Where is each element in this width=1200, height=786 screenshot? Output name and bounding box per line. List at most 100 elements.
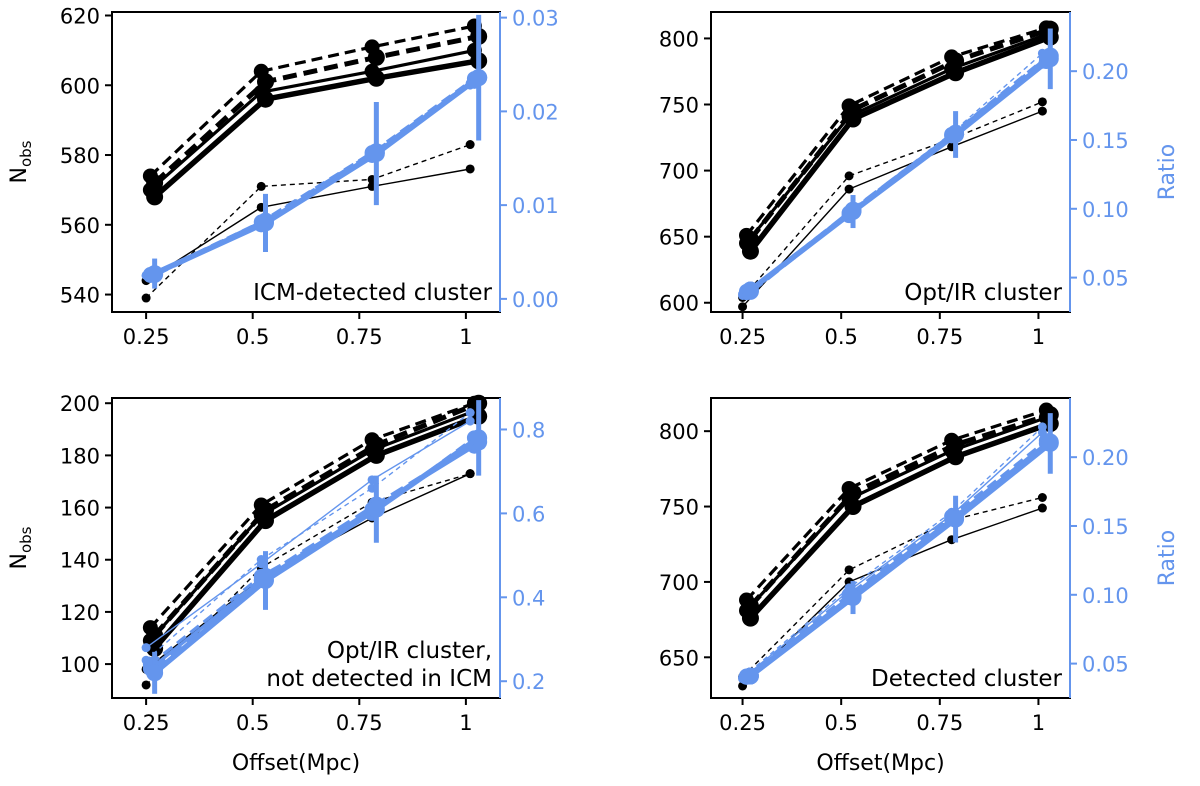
right-tick-label: 0.01 xyxy=(512,194,559,218)
x-tick-label: 1 xyxy=(459,325,472,349)
series-right-thick-solid xyxy=(741,28,1059,299)
series-line xyxy=(748,421,1052,620)
data-point xyxy=(256,73,274,91)
data-point xyxy=(141,680,151,690)
left-tick-label: 540 xyxy=(60,284,100,308)
data-point xyxy=(947,125,965,143)
series-left-thin-dashed xyxy=(141,140,475,303)
right-tick-label: 0.03 xyxy=(512,7,559,31)
right-tick-label: 0.15 xyxy=(1082,129,1129,153)
x-tick-label: 0.25 xyxy=(123,711,170,735)
x-tick-label: 0.25 xyxy=(123,325,170,349)
series-line xyxy=(149,48,475,192)
left-tick-label: 600 xyxy=(60,74,100,98)
data-point xyxy=(1041,50,1059,68)
left-tick-label: 800 xyxy=(659,420,699,444)
panel-icm-detected: 0.25 0.5 0.75 1 540 560 580 600 620 0.00 0.01 0.02 0… xyxy=(7,4,559,349)
data-point xyxy=(844,184,854,194)
data-point xyxy=(256,214,274,232)
data-point xyxy=(367,145,385,163)
x-tick-label: 0.5 xyxy=(824,325,857,349)
series-line xyxy=(745,439,1048,678)
data-point xyxy=(844,498,862,516)
right-tick-label: 0.05 xyxy=(1082,653,1129,677)
right-tick-label: 0.10 xyxy=(1082,584,1129,608)
data-point xyxy=(146,265,164,283)
data-point xyxy=(367,500,385,518)
left-tick-label: 750 xyxy=(659,496,699,520)
x-tick-label: 0.25 xyxy=(719,711,766,735)
left-tick-label: 600 xyxy=(659,292,699,316)
data-point xyxy=(738,302,748,312)
left-tick-label: 580 xyxy=(60,144,100,168)
data-point xyxy=(947,64,965,82)
data-point xyxy=(141,293,151,303)
right-tick-label: 0.05 xyxy=(1082,267,1129,291)
data-point xyxy=(465,416,475,426)
series-line xyxy=(152,58,480,199)
series-line xyxy=(745,408,1047,602)
series-line xyxy=(145,168,471,282)
data-point xyxy=(1037,492,1047,502)
x-tick-label: 0.75 xyxy=(916,711,963,735)
right-tick-label: 0.20 xyxy=(1082,446,1129,470)
y-axis-label-left: Nobs xyxy=(7,526,35,569)
right-tick-label: 0.20 xyxy=(1082,60,1129,84)
series-line xyxy=(145,420,471,649)
data-point xyxy=(844,203,862,221)
data-point xyxy=(465,408,475,418)
left-tick-label: 180 xyxy=(60,444,100,468)
right-tick-label: 0.02 xyxy=(512,100,559,124)
left-tick-label: 800 xyxy=(659,27,699,51)
series-line xyxy=(149,401,475,629)
data-point xyxy=(844,589,862,607)
x-axis-label: Offset(Mpc) xyxy=(816,751,944,776)
left-tick-label: 650 xyxy=(659,226,699,250)
x-tick-label: 0.5 xyxy=(236,711,269,735)
x-axis-label: Offset(Mpc) xyxy=(232,751,360,776)
data-point xyxy=(256,512,274,530)
data-point xyxy=(1037,106,1047,116)
series-line xyxy=(748,56,1053,293)
series-line xyxy=(152,33,480,185)
data-point xyxy=(141,643,151,653)
x-tick-label: 1 xyxy=(1032,711,1045,735)
left-tick-label: 620 xyxy=(60,4,100,28)
panel-annotation: ICM-detected cluster xyxy=(253,280,492,306)
left-tick-label: 200 xyxy=(60,392,100,416)
data-point xyxy=(146,664,164,682)
data-point xyxy=(844,110,862,128)
panel-opt-ir: 0.25 0.5 0.75 1 600 650 700 750 800 0.05 0.10 0.15 0… xyxy=(659,11,1180,349)
panel-annotation: Opt/IR cluster xyxy=(904,280,1062,306)
data-point xyxy=(146,188,164,206)
series-right-thick-solid xyxy=(146,14,488,289)
x-tick-label: 0.5 xyxy=(824,711,857,735)
data-point xyxy=(741,242,759,260)
x-tick-label: 0.75 xyxy=(916,325,963,349)
data-point xyxy=(465,469,475,479)
y-axis-label-left: Nobs xyxy=(7,140,35,183)
data-point xyxy=(844,484,862,502)
series-left-thick-solid xyxy=(741,415,1059,627)
x-tick-label: 1 xyxy=(459,711,472,735)
data-point xyxy=(947,448,965,466)
panel-opt-ir-not-icm: 0.25 0.5 0.75 1 100 120 140 160 180 200 0.2 0.4 0.6 0… xyxy=(7,392,545,776)
series-line xyxy=(152,413,480,651)
series-right-thick-solid xyxy=(741,413,1059,685)
left-tick-label: 120 xyxy=(60,601,100,625)
series-line xyxy=(745,26,1047,237)
data-point xyxy=(465,164,475,174)
data-point xyxy=(1037,97,1047,107)
y-axis-label-right: Ratio xyxy=(1155,530,1180,586)
data-point xyxy=(947,52,965,70)
right-tick-label: 0.00 xyxy=(512,288,559,312)
series-line xyxy=(152,400,480,638)
x-tick-label: 0.5 xyxy=(236,325,269,349)
data-point xyxy=(367,446,385,464)
right-tick-label: 0.4 xyxy=(512,586,545,610)
data-point xyxy=(256,181,266,191)
panel-detected: 0.25 0.5 0.75 1 650 700 750 800 0.05 0.10 0.15 0.20… xyxy=(659,397,1180,776)
series-line xyxy=(748,34,1052,253)
y-axis-label-right: Ratio xyxy=(1155,144,1180,200)
